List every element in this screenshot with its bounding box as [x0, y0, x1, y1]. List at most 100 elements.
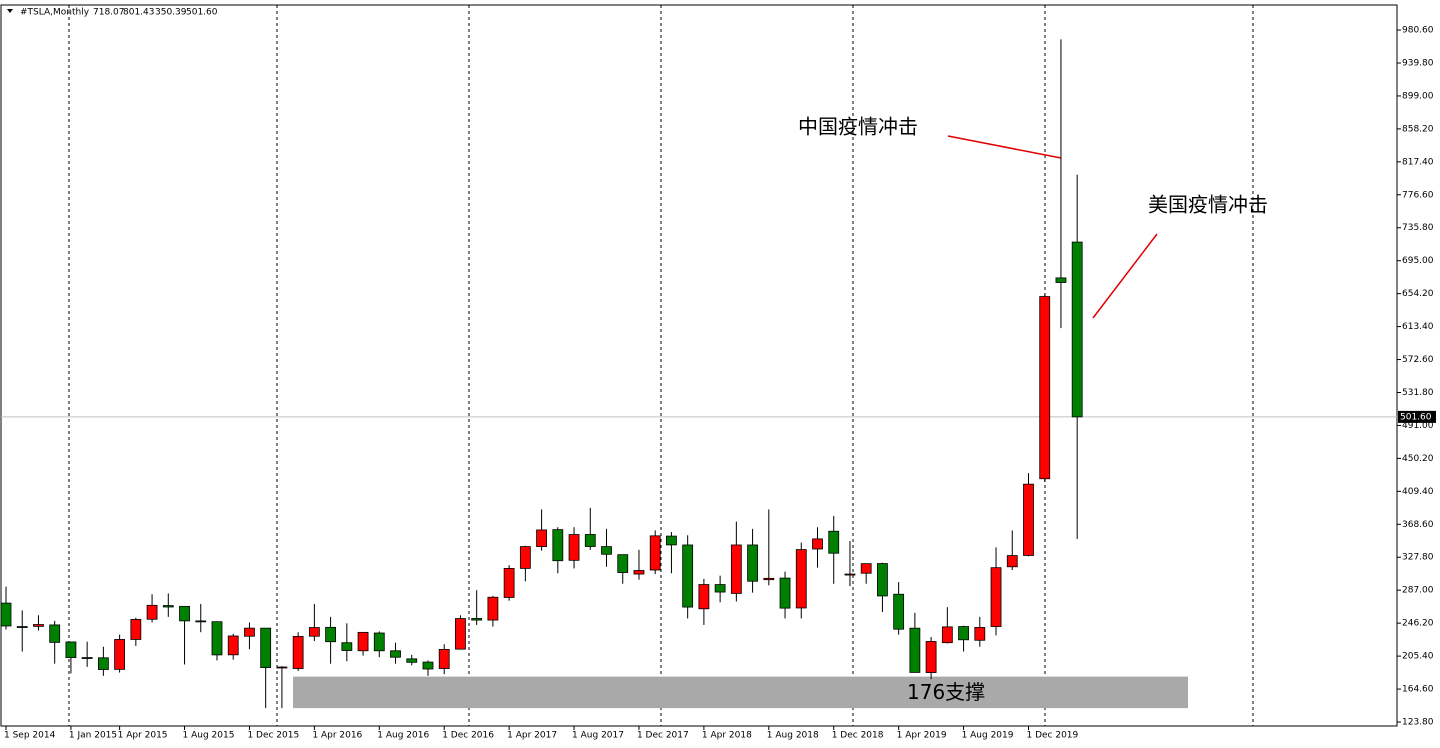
candle-body — [292, 635, 304, 669]
candle-body — [162, 605, 174, 608]
candle-body — [666, 535, 677, 546]
candle-body — [958, 626, 969, 641]
candle-body — [438, 648, 450, 669]
x-tick-label: 1 Dec 2017 — [637, 731, 689, 741]
y-tick-label: 368.60 — [1402, 520, 1434, 530]
candle-body — [941, 626, 953, 644]
candle-body — [373, 632, 385, 652]
candle-body — [422, 661, 434, 670]
y-tick-label: 817.40 — [1402, 157, 1434, 167]
candle-body — [779, 577, 791, 609]
x-tick-label: 1 Apr 2016 — [312, 731, 362, 741]
candle-body — [146, 604, 158, 620]
candle-body — [33, 624, 44, 627]
plot-frame — [0, 4, 1398, 727]
price-label-box — [1398, 410, 1436, 423]
y-tick-label: 735.80 — [1402, 223, 1434, 233]
x-tick-label: 1 Dec 2016 — [442, 731, 494, 741]
candle-body — [130, 619, 142, 640]
candle-body — [81, 657, 93, 659]
candle-body — [763, 577, 775, 581]
y-tick-label: 939.80 — [1402, 58, 1434, 68]
candle-body — [795, 549, 807, 609]
support-band — [293, 676, 1188, 709]
candle-body — [455, 618, 466, 650]
candle-body — [601, 546, 612, 555]
price-label: 501.60 — [1400, 412, 1432, 422]
candle-body — [682, 544, 694, 608]
candle-body — [341, 642, 353, 651]
candle-body — [730, 544, 742, 594]
candle-body — [471, 618, 483, 621]
candle-body — [503, 567, 515, 598]
header-close: 501.60 — [186, 8, 218, 18]
candle-body — [860, 563, 872, 574]
candle-body — [1071, 241, 1083, 418]
candle-body — [568, 534, 580, 561]
y-tick-label: 613.40 — [1402, 322, 1434, 332]
candle-body — [909, 627, 921, 673]
y-tick-label: 899.00 — [1402, 91, 1434, 101]
candle-body — [211, 621, 223, 656]
candle-body — [1055, 277, 1067, 283]
candle-body — [617, 554, 629, 573]
candle-body — [97, 657, 109, 670]
candle-body — [49, 624, 61, 643]
candle-body — [244, 627, 255, 637]
candle-body — [1023, 483, 1034, 556]
candle-body — [0, 602, 12, 627]
annotation: 中国疫情冲击 — [798, 115, 918, 139]
y-tick-label: 327.80 — [1402, 553, 1434, 563]
candle-body — [584, 534, 596, 547]
x-tick-label: 1 Dec 2018 — [832, 731, 884, 741]
x-tick-label: 1 Aug 2017 — [572, 731, 624, 741]
candle-body — [406, 658, 418, 663]
candle-body — [844, 573, 856, 576]
y-tick-label: 531.80 — [1402, 388, 1434, 398]
y-tick-label: 123.80 — [1402, 718, 1434, 728]
support-label: 176支撑 — [907, 680, 985, 704]
x-tick-label: 1 Aug 2018 — [767, 731, 819, 741]
annotation-pointer — [947, 135, 1062, 159]
y-tick-label: 980.60 — [1402, 26, 1434, 36]
header-high: 801.43 — [123, 8, 155, 18]
candle-body — [114, 639, 126, 670]
y-tick-label: 572.60 — [1402, 355, 1434, 365]
candle-body — [633, 570, 645, 575]
x-tick-label: 1 Dec 2015 — [247, 731, 299, 741]
candle-body — [357, 631, 369, 652]
candle-body — [990, 567, 1002, 627]
candle-body — [519, 546, 531, 569]
y-tick-label: 491.00 — [1402, 421, 1434, 431]
y-tick-label: 246.20 — [1402, 619, 1434, 629]
y-tick-label: 287.00 — [1402, 586, 1434, 596]
y-tick-label: 409.40 — [1402, 487, 1434, 497]
candle-body — [260, 627, 272, 668]
x-tick-label: 1 Aug 2019 — [962, 731, 1014, 741]
candle-body — [179, 605, 190, 622]
y-tick-label: 858.20 — [1402, 124, 1434, 134]
candle-body — [714, 584, 726, 593]
candle-body — [828, 530, 840, 554]
y-tick-label: 654.20 — [1402, 289, 1434, 299]
candle-body — [698, 584, 710, 610]
x-tick-label: 1 Jan 2015 — [69, 731, 117, 741]
x-tick-label: 1 Apr 2018 — [702, 731, 752, 741]
candle-body — [893, 593, 905, 630]
menu-arrow — [7, 9, 13, 13]
y-tick-label: 695.00 — [1402, 256, 1434, 266]
y-tick-label: 776.60 — [1402, 190, 1434, 200]
x-tick-label: 1 Apr 2019 — [897, 731, 947, 741]
header-low: 350.39 — [155, 8, 187, 18]
candle-body — [65, 641, 77, 658]
candle-body — [325, 626, 337, 643]
y-tick-label: 164.60 — [1402, 685, 1434, 695]
candle-body — [1006, 555, 1018, 568]
header-open: 718.07 — [93, 8, 125, 18]
candle-body — [552, 529, 564, 562]
candle-body — [536, 529, 547, 547]
candle-body — [487, 596, 499, 621]
candle-body — [227, 635, 239, 656]
